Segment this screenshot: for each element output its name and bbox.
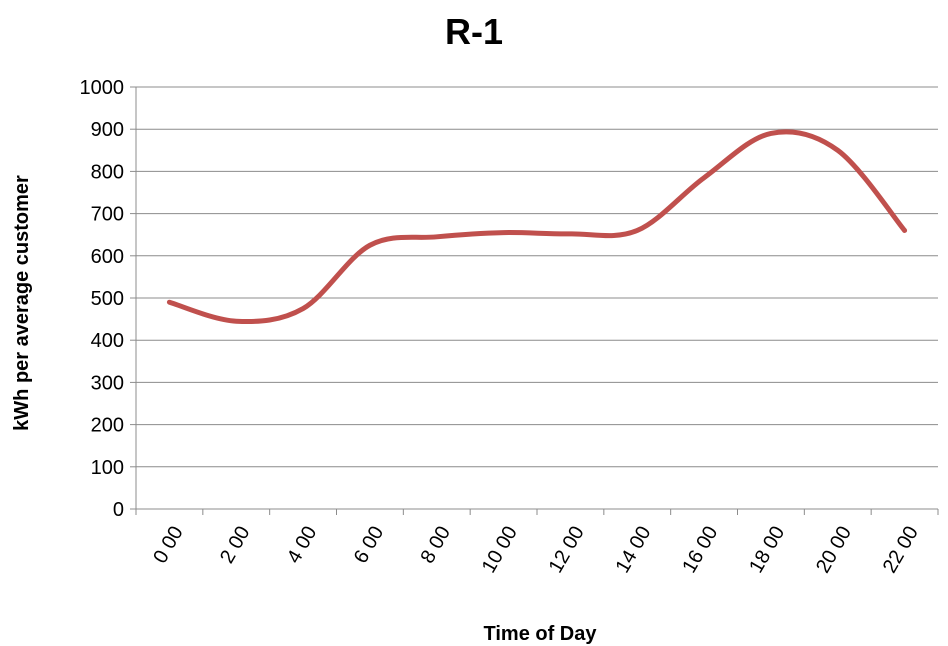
data-point bbox=[568, 231, 573, 236]
y-tick-label: 300 bbox=[91, 372, 124, 394]
y-tick-label: 200 bbox=[91, 415, 124, 437]
y-tick-label: 400 bbox=[91, 330, 124, 352]
data-point bbox=[702, 175, 707, 180]
data-point bbox=[768, 131, 773, 136]
data-point bbox=[234, 319, 239, 324]
x-tick-label: 16 00 bbox=[678, 523, 722, 577]
data-point bbox=[434, 234, 439, 239]
data-point bbox=[635, 228, 640, 233]
series-line bbox=[166, 129, 908, 324]
x-axis-title: Time of Day bbox=[484, 623, 598, 645]
x-tick-label: 18 00 bbox=[745, 523, 789, 577]
data-point bbox=[301, 306, 306, 311]
x-tick-label: 20 00 bbox=[812, 523, 856, 577]
y-tick-label: 100 bbox=[91, 457, 124, 479]
y-tick-label: 600 bbox=[91, 246, 124, 268]
y-tick-label: 1000 bbox=[80, 77, 125, 99]
y-tick-label: 0 bbox=[113, 499, 124, 521]
chart-title: R-1 bbox=[445, 11, 503, 52]
data-point bbox=[501, 230, 506, 235]
data-point bbox=[367, 243, 372, 248]
series-layer bbox=[166, 129, 908, 324]
grid-layer bbox=[136, 86, 938, 468]
x-tick-label: 12 00 bbox=[545, 523, 589, 577]
axes-layer bbox=[130, 86, 939, 515]
x-tick-label: 10 00 bbox=[478, 523, 522, 577]
x-ticks-layer: 0 00 2 00 4 00 6 00 8 00 10 00 12 00 14 00 16 00… bbox=[149, 523, 923, 577]
x-tick-label: 4 00 bbox=[283, 523, 322, 568]
data-point bbox=[902, 228, 907, 233]
y-tick-label: 700 bbox=[91, 204, 124, 226]
data-point bbox=[167, 300, 172, 305]
y-ticks-layer: 0 100 200 300 400 500 600 700 800 900 1000 bbox=[80, 77, 125, 521]
y-tick-label: 900 bbox=[91, 119, 124, 141]
y-tick-label: 800 bbox=[91, 161, 124, 183]
x-tick-label: 2 00 bbox=[216, 523, 255, 568]
y-tick-label: 500 bbox=[91, 288, 124, 310]
x-tick-label: 14 00 bbox=[611, 523, 655, 577]
x-tick-label: 6 00 bbox=[350, 523, 389, 568]
x-tick-label: 8 00 bbox=[417, 523, 456, 568]
x-tick-label: 22 00 bbox=[879, 523, 923, 577]
data-point bbox=[835, 148, 840, 153]
x-tick-label: 0 00 bbox=[149, 523, 188, 568]
y-axis-title: kWh per average customer bbox=[11, 175, 33, 431]
